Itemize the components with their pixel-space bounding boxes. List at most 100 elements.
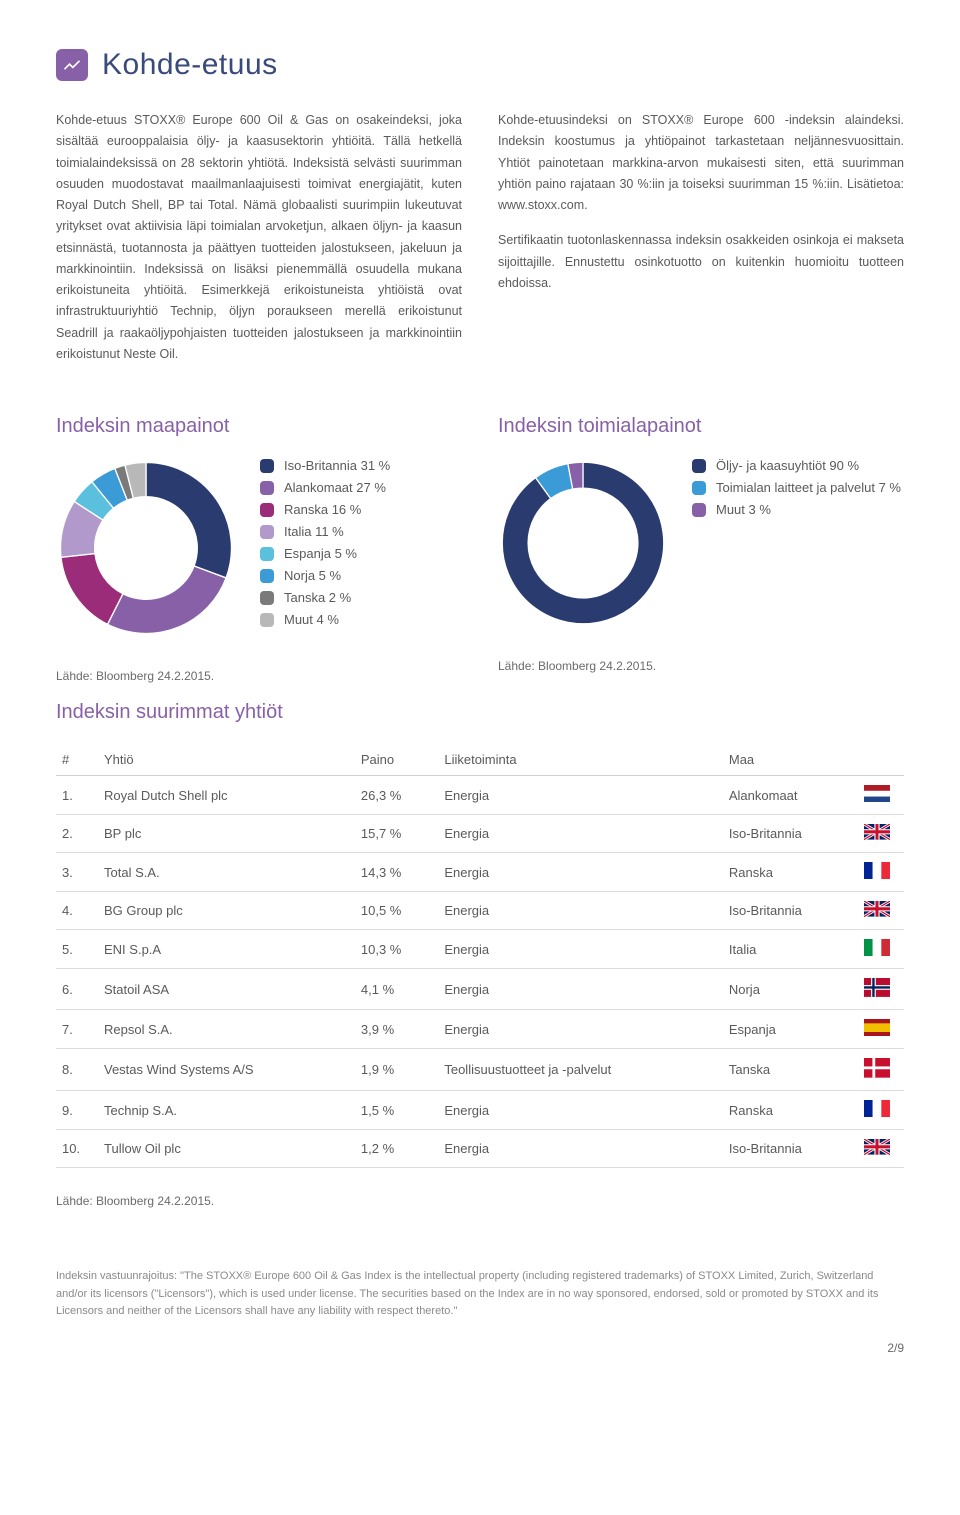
business: Energia [438,1010,723,1049]
weight: 4,1 % [355,969,438,1010]
table-row: 2.BP plc15,7 %EnergiaIso-Britannia [56,815,904,853]
weight: 26,3 % [355,776,438,815]
country-chart-block: Indeksin maapainot Iso-Britannia 31 % Ala… [56,397,462,683]
row-num: 4. [56,892,98,930]
weight: 10,5 % [355,892,438,930]
legend-label: Ranska 16 % [284,502,361,517]
chart-line-icon [56,49,88,81]
business: Energia [438,852,723,891]
legend-label: Iso-Britannia 31 % [284,458,390,473]
country: Norja [723,969,858,1010]
row-num: 9. [56,1091,98,1130]
flag-icon [858,1049,904,1091]
flag-icon [858,969,904,1010]
flag-icon [858,929,904,968]
legend-label: Muut 4 % [284,612,339,627]
legend-item: Alankomaat 27 % [260,480,390,495]
business: Energia [438,929,723,968]
legend-item: Muut 3 % [692,502,901,517]
intro-right: Kohde-etuusindeksi on STOXX® Europe 600 … [498,110,904,365]
company-name: Statoil ASA [98,969,355,1010]
legend-item: Espanja 5 % [260,546,390,561]
country-chart-title: Indeksin maapainot [56,415,462,438]
flag-icon [858,776,904,815]
sector-legend: Öljy- ja kaasuyhtiöt 90 % Toimialan laitt… [692,458,901,524]
company-name: BP plc [98,815,355,853]
country-legend: Iso-Britannia 31 % Alankomaat 27 % Ranska … [260,458,390,634]
table-row: 1.Royal Dutch Shell plc26,3 %EnergiaAlan… [56,776,904,815]
row-num: 8. [56,1049,98,1091]
flag-icon [858,815,904,853]
business: Energia [438,1130,723,1168]
flag-icon [858,1130,904,1168]
swatch-icon [260,481,274,495]
legend-item: Muut 4 % [260,612,390,627]
row-num: 3. [56,852,98,891]
company-name: Technip S.A. [98,1091,355,1130]
table-row: 3.Total S.A.14,3 %EnergiaRanska [56,852,904,891]
table-row: 6.Statoil ASA4,1 %EnergiaNorja [56,969,904,1010]
weight: 3,9 % [355,1010,438,1049]
table-row: 9.Technip S.A.1,5 %EnergiaRanska [56,1091,904,1130]
company-name: Vestas Wind Systems A/S [98,1049,355,1091]
row-num: 1. [56,776,98,815]
business: Energia [438,776,723,815]
company-name: ENI S.p.A [98,929,355,968]
country: Italia [723,929,858,968]
legend-label: Toimialan laitteet ja palvelut 7 % [716,480,901,495]
company-name: Total S.A. [98,852,355,891]
swatch-icon [260,503,274,517]
swatch-icon [692,503,706,517]
flag-icon [858,1010,904,1049]
country: Ranska [723,1091,858,1130]
page-header: Kohde-etuus [56,48,904,82]
col-header: Paino [355,744,438,776]
country: Alankomaat [723,776,858,815]
disclaimer: Indeksin vastuunrajoitus: "The STOXX® Eu… [56,1268,904,1321]
country: Iso-Britannia [723,892,858,930]
row-num: 2. [56,815,98,853]
swatch-icon [260,547,274,561]
companies-table: #YhtiöPainoLiiketoimintaMaa 1.Royal Dutc… [56,744,904,1168]
col-header: Maa [723,744,858,776]
table-title: Indeksin suurimmat yhtiöt [56,701,904,724]
business: Energia [438,892,723,930]
flag-icon [858,852,904,891]
company-name: Tullow Oil plc [98,1130,355,1168]
company-name: BG Group plc [98,892,355,930]
sector-chart-title: Indeksin toimialapainot [498,415,904,438]
legend-item: Iso-Britannia 31 % [260,458,390,473]
weight: 1,9 % [355,1049,438,1091]
swatch-icon [260,591,274,605]
row-num: 10. [56,1130,98,1168]
swatch-icon [260,459,274,473]
intro-left: Kohde-etuus STOXX® Europe 600 Oil & Gas … [56,110,462,365]
page-number: 2/9 [56,1341,904,1355]
legend-item: Italia 11 % [260,524,390,539]
legend-item: Tanska 2 % [260,590,390,605]
business: Teollisuustuotteet ja -palvelut [438,1049,723,1091]
col-header: # [56,744,98,776]
legend-item: Öljy- ja kaasuyhtiöt 90 % [692,458,901,473]
legend-item: Norja 5 % [260,568,390,583]
col-header: Liiketoiminta [438,744,723,776]
weight: 14,3 % [355,852,438,891]
swatch-icon [260,569,274,583]
business: Energia [438,969,723,1010]
country-donut [56,458,236,643]
swatch-icon [692,481,706,495]
page-title: Kohde-etuus [102,48,278,82]
weight: 10,3 % [355,929,438,968]
country: Espanja [723,1010,858,1049]
row-num: 6. [56,969,98,1010]
flag-icon [858,892,904,930]
weight: 1,5 % [355,1091,438,1130]
country-source: Lähde: Bloomberg 24.2.2015. [56,669,462,683]
intro-columns: Kohde-etuus STOXX® Europe 600 Oil & Gas … [56,110,904,365]
col-header: Yhtiö [98,744,355,776]
legend-label: Espanja 5 % [284,546,357,561]
country: Iso-Britannia [723,1130,858,1168]
sector-source: Lähde: Bloomberg 24.2.2015. [498,659,904,673]
table-row: 5.ENI S.p.A10,3 %EnergiaItalia [56,929,904,968]
table-source: Lähde: Bloomberg 24.2.2015. [56,1194,904,1208]
